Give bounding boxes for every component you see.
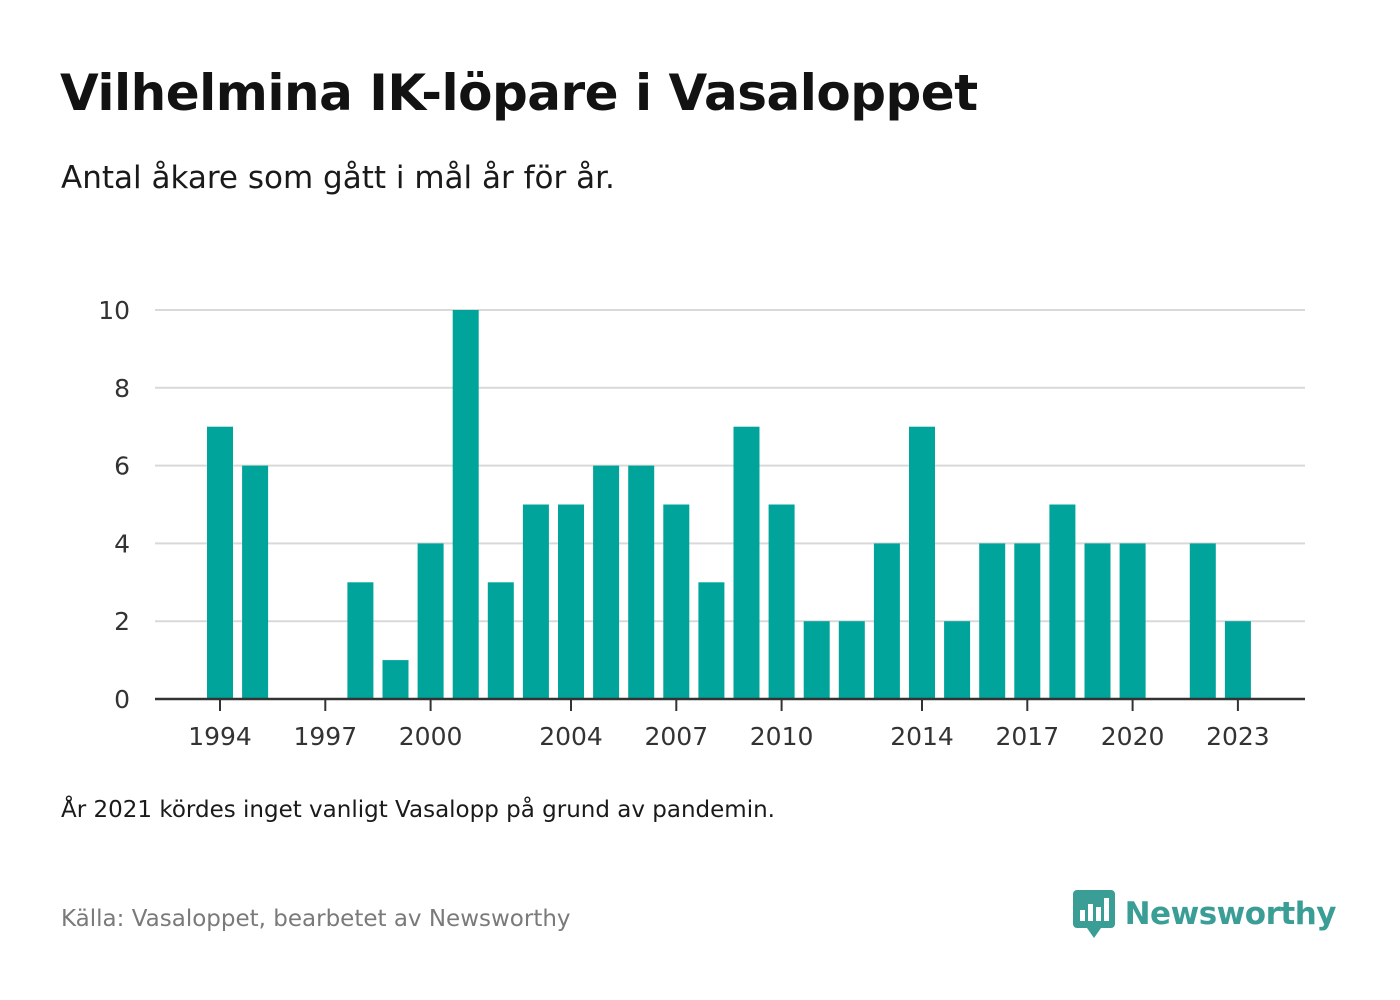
bar-1995 [242, 465, 269, 699]
y-tick-label: 6 [114, 452, 130, 481]
bar-2014 [909, 426, 935, 699]
bar-2006 [628, 465, 655, 699]
bar-2003 [522, 504, 549, 699]
x-axis-ticks: 1994 1997 2000 2004 2007 2010 2014 2017 2020 2023 [188, 699, 1270, 751]
bar-2009 [733, 426, 760, 699]
bar-2011 [803, 621, 830, 699]
y-tick-label: 2 [114, 607, 130, 636]
x-tick-label: 1994 [188, 722, 252, 751]
x-tick-label: 2017 [995, 722, 1059, 751]
bar-2008 [698, 582, 725, 699]
x-tick-label: 2000 [399, 722, 463, 751]
bar-2012 [838, 621, 865, 699]
bar-2000 [417, 543, 444, 699]
bar-2004 [558, 504, 584, 699]
x-tick-label: 2014 [890, 722, 954, 751]
y-tick-label: 0 [114, 685, 130, 714]
bar-2013 [873, 543, 900, 699]
bar-2020 [1119, 543, 1146, 699]
gridlines [155, 309, 1305, 623]
x-tick-label: 2007 [644, 722, 708, 751]
bar-2023 [1224, 621, 1251, 699]
y-tick-label: 8 [114, 374, 130, 403]
bar-1998 [347, 582, 374, 699]
bar-1999 [382, 660, 409, 699]
brand-name: Newsworthy [1124, 896, 1337, 932]
chart-title: Vilhelmina IK-löpare i Vasaloppet [60, 64, 978, 122]
y-tick-label: 10 [98, 296, 130, 325]
bar-chart: 0 2 4 6 8 10 1994 1997 2000 2004 2007 2010 2014 2017… [98, 296, 1305, 751]
bar-2016 [979, 543, 1006, 699]
chart-subtitle: Antal åkare som gått i mål år för år. [61, 160, 615, 196]
chart-note: År 2021 kördes inget vanligt Vasalopp på… [61, 797, 775, 823]
x-tick-label: 2010 [750, 722, 814, 751]
bar-1994 [207, 426, 233, 699]
newsworthy-logo-icon [1072, 890, 1115, 938]
bar-2019 [1084, 543, 1111, 699]
bar-2001 [452, 310, 479, 699]
x-tick-label: 1997 [293, 722, 357, 751]
y-axis-ticks: 0 2 4 6 8 10 [98, 296, 130, 714]
bar-2010 [768, 504, 795, 699]
bar-2007 [663, 504, 690, 699]
bar-2002 [487, 582, 514, 699]
bars [207, 310, 1251, 699]
x-tick-label: 2020 [1101, 722, 1165, 751]
source-credit: Källa: Vasaloppet, bearbetet av Newswort… [61, 906, 571, 932]
bar-2017 [1014, 543, 1041, 699]
bar-2018 [1049, 504, 1076, 699]
newsworthy-brand: Newsworthy [1072, 888, 1337, 940]
bar-2015 [944, 621, 971, 699]
y-tick-label: 4 [114, 529, 130, 558]
bar-2005 [593, 465, 620, 699]
x-tick-label: 2004 [539, 722, 603, 751]
bar-2022 [1189, 543, 1216, 699]
x-tick-label: 2023 [1206, 722, 1270, 751]
